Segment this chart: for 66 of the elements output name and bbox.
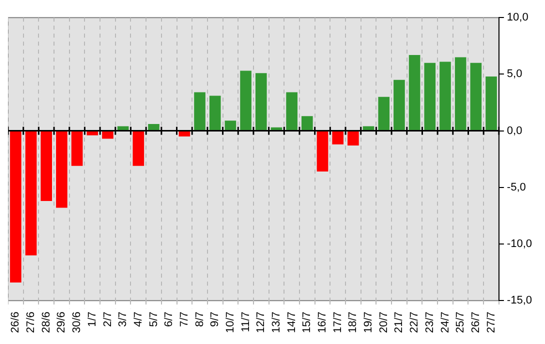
x-tick-label: 20/7 (378, 312, 390, 334)
x-tick-label: 29/6 (56, 312, 68, 334)
x-tick-label: 21/7 (393, 312, 406, 334)
x-tick-label: 27/7 (485, 312, 498, 334)
x-tick-label: 27/6 (25, 312, 38, 334)
bar (394, 80, 405, 130)
x-tick-label: 23/7 (424, 312, 436, 334)
x-tick-label: 30/6 (71, 312, 84, 334)
bar (224, 120, 236, 130)
x-tick-label: 6/7 (163, 312, 176, 327)
bar (470, 62, 482, 130)
bar (209, 96, 221, 130)
bar (302, 116, 313, 130)
x-tick-label: 8/7 (194, 312, 206, 327)
y-tick-label: 10,0 (506, 12, 528, 24)
x-tick-label: 11/7 (240, 312, 252, 332)
bar (316, 131, 328, 172)
y-tick-label: -5,0 (506, 181, 526, 194)
x-tick-label: 16/7 (316, 312, 329, 334)
bar (286, 92, 298, 130)
x-tick-label: 14/7 (286, 312, 298, 334)
bar (148, 124, 160, 130)
bar (454, 57, 466, 130)
bar (10, 131, 22, 282)
x-tick-label: 15/7 (301, 312, 314, 334)
bar (408, 54, 420, 130)
x-tick-label: 22/7 (408, 312, 421, 334)
x-tick-label: 9/7 (209, 312, 222, 327)
bar (255, 73, 267, 130)
bar (178, 131, 190, 136)
bar (332, 131, 344, 144)
y-tick-label: 0,0 (506, 124, 522, 137)
bar (348, 131, 359, 146)
bar (194, 92, 206, 130)
x-tick-label: 18/7 (347, 312, 360, 334)
x-tick-label: 4/7 (132, 312, 144, 327)
bar (132, 131, 144, 166)
x-tick-label: 2/7 (102, 312, 114, 327)
bar (71, 131, 83, 166)
bar (40, 131, 52, 201)
x-tick-label: 3/7 (117, 312, 130, 327)
x-tick-label: 24/7 (439, 312, 452, 334)
bar (86, 131, 98, 136)
x-tick-label: 28/6 (40, 312, 52, 334)
bar (440, 62, 451, 130)
bar (56, 131, 68, 208)
x-tick-label: 5/7 (148, 312, 160, 327)
x-tick-label: 13/7 (270, 312, 283, 334)
x-tick-label: 26/6 (10, 312, 22, 334)
x-tick-label: 10/7 (224, 312, 236, 334)
x-tick-label: 1/7 (86, 312, 98, 327)
bar (102, 131, 114, 139)
y-tick-label: -15,0 (506, 294, 532, 307)
bar (25, 131, 37, 256)
x-tick-label: 12/7 (255, 312, 268, 334)
bar (486, 76, 497, 130)
y-tick-label: 5,0 (506, 68, 522, 80)
bar (240, 70, 252, 130)
x-tick-label: 26/7 (470, 312, 482, 334)
x-tick-label: 19/7 (362, 312, 375, 334)
bar (378, 96, 390, 130)
x-tick-label: 7/7 (178, 312, 190, 327)
x-tick-label: 25/7 (454, 312, 467, 334)
bar (424, 62, 436, 130)
y-tick-label: -10,0 (506, 238, 532, 250)
x-tick-label: 17/7 (332, 312, 344, 334)
